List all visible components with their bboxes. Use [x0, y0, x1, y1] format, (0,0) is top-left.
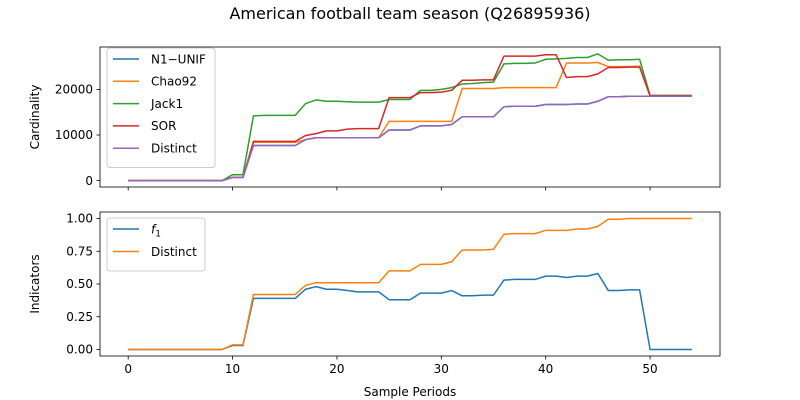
x-tick-label: 40 — [538, 362, 553, 376]
legend-entry: Distinct — [151, 142, 197, 156]
x-tick-label: 0 — [124, 362, 132, 376]
legend-entry: Distinct — [151, 245, 197, 259]
y-tick-label: 0.25 — [66, 310, 93, 324]
legend-box — [106, 217, 206, 272]
y-tick-label: 0.75 — [66, 244, 93, 258]
legend: N1−UNIF Chao92 Jack1 SOR Distinct — [106, 47, 216, 168]
cardinality-axes: 0 10000 20000 Cardinality N1−UNIF Chao92 Jack1… — [28, 46, 721, 191]
legend-entry: SOR — [151, 119, 176, 133]
x-tick-label: 20 — [329, 362, 344, 376]
y-tick-label: 10000 — [55, 128, 93, 142]
y-tick-label: 0 — [85, 174, 93, 188]
series-line-1-0 — [128, 272, 692, 351]
x-axis-label: Sample Periods — [364, 385, 456, 399]
legend-box — [106, 47, 216, 168]
y-axis-label: Indicators — [28, 254, 42, 313]
chart-title: American football team season (Q26895936… — [229, 4, 590, 23]
y-tick-label: 0.50 — [66, 277, 93, 291]
y-axis-label: Cardinality — [28, 85, 42, 150]
y-tick-label: 20000 — [55, 83, 93, 97]
axes-frame — [99, 46, 721, 188]
y-tick-label: 1.00 — [66, 212, 93, 226]
legend-entry: f1 — [151, 222, 161, 239]
x-tick-label: 50 — [642, 362, 657, 376]
legend-entry: Chao92 — [151, 75, 197, 89]
indicators-axes: 0 10 20 30 40 50 0.00 0.25 0.50 0.75 1.00 Indicator… — [28, 211, 721, 399]
legend-entry-main: f — [151, 222, 157, 236]
legend-entry: Jack1 — [150, 97, 183, 111]
y-tick-label: 0.00 — [66, 343, 93, 357]
x-tick-label: 30 — [434, 362, 449, 376]
x-tick-label: 10 — [225, 362, 240, 376]
legend-entry-sub: 1 — [155, 229, 161, 239]
legend: f1 Distinct — [106, 217, 206, 272]
legend-entry: N1−UNIF — [151, 52, 206, 66]
series-line-1-1 — [128, 217, 692, 351]
series-line-0-4 — [128, 95, 692, 182]
